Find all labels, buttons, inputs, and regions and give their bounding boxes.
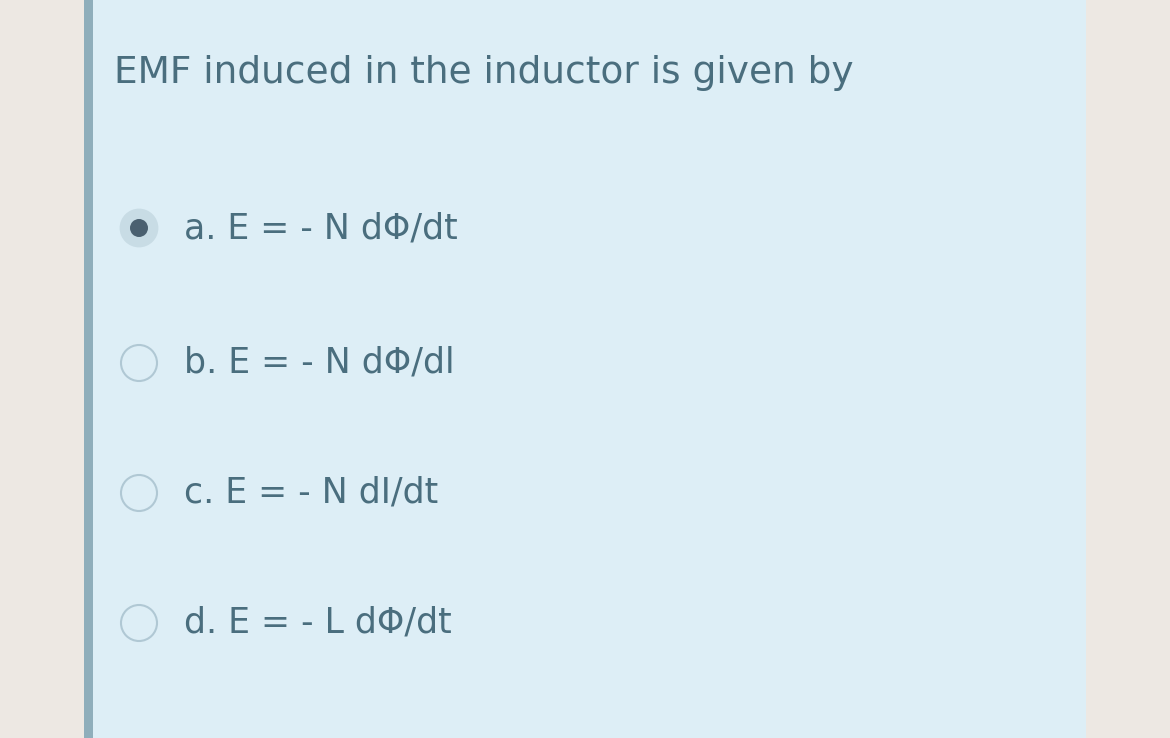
Circle shape: [121, 210, 157, 246]
FancyBboxPatch shape: [84, 0, 94, 738]
Text: b. E = - N dΦ/dl: b. E = - N dΦ/dl: [184, 346, 455, 380]
Circle shape: [121, 475, 157, 511]
Circle shape: [130, 219, 147, 237]
FancyBboxPatch shape: [84, 0, 1086, 738]
Text: a. E = - N dΦ/dt: a. E = - N dΦ/dt: [184, 211, 457, 245]
Text: d. E = - L dΦ/dt: d. E = - L dΦ/dt: [184, 606, 452, 640]
Circle shape: [121, 605, 157, 641]
Text: c. E = - N dI/dt: c. E = - N dI/dt: [184, 476, 439, 510]
Text: EMF induced in the inductor is given by: EMF induced in the inductor is given by: [113, 55, 854, 91]
Circle shape: [121, 345, 157, 381]
